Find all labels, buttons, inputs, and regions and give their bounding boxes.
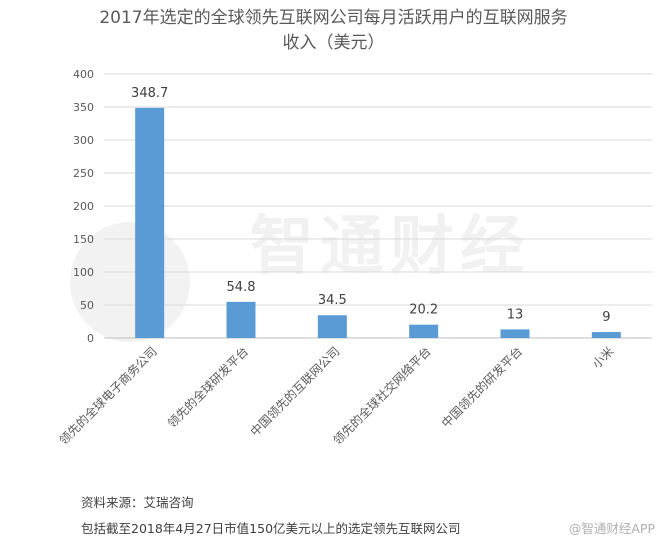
y-tick-label: 200: [73, 200, 94, 213]
y-tick-label: 50: [80, 299, 94, 312]
data-label: 13: [507, 307, 524, 322]
bar: [317, 315, 347, 338]
x-category-label: 领先的全球研发平台: [164, 344, 251, 431]
chart-title: 2017年选定的全球领先互联网公司每月活跃用户的互联网服务 收入（美元）: [40, 6, 627, 56]
y-tick-label: 250: [73, 167, 94, 180]
y-tick-label: 150: [73, 233, 94, 246]
y-tick-label: 350: [73, 101, 94, 114]
bar: [226, 301, 256, 338]
bar-chart: 0 50 100 150 200 250 300 350 400 348.7 领先的全球电子商务公司…: [56, 68, 652, 448]
chart-title-line-2: 收入（美元）: [282, 33, 385, 53]
data-label: 9: [602, 310, 610, 325]
bar: [591, 332, 621, 338]
footnote: 包括截至2018年4月27日市值150亿美元以上的选定领先互联网公司: [81, 521, 461, 536]
bar: [409, 324, 439, 338]
source-note: 资料来源：艾瑞咨询: [81, 495, 194, 510]
x-category-label: 领先的全球电子商务公司: [56, 344, 160, 448]
y-tick-label: 0: [87, 332, 94, 345]
data-label: 54.8: [227, 280, 256, 295]
y-tick-label: 400: [73, 68, 94, 81]
x-category-label: 小米: [590, 344, 617, 371]
x-category-label: 中国领先的互联网公司: [247, 344, 342, 439]
corner-watermark: @智通财经APP: [568, 521, 655, 536]
data-label: 20.2: [409, 303, 438, 318]
x-category-label: 中国领先的研发平台: [438, 344, 525, 431]
bar: [135, 107, 165, 338]
data-label: 34.5: [318, 293, 347, 308]
chart-title-line-1: 2017年选定的全球领先互联网公司每月活跃用户的互联网服务: [99, 8, 568, 28]
data-label: 348.7: [131, 86, 168, 101]
y-tick-label: 100: [73, 266, 94, 279]
bar: [500, 329, 530, 338]
x-category-label: 领先的全球社交网络平台: [330, 344, 434, 448]
y-tick-label: 300: [73, 134, 94, 147]
